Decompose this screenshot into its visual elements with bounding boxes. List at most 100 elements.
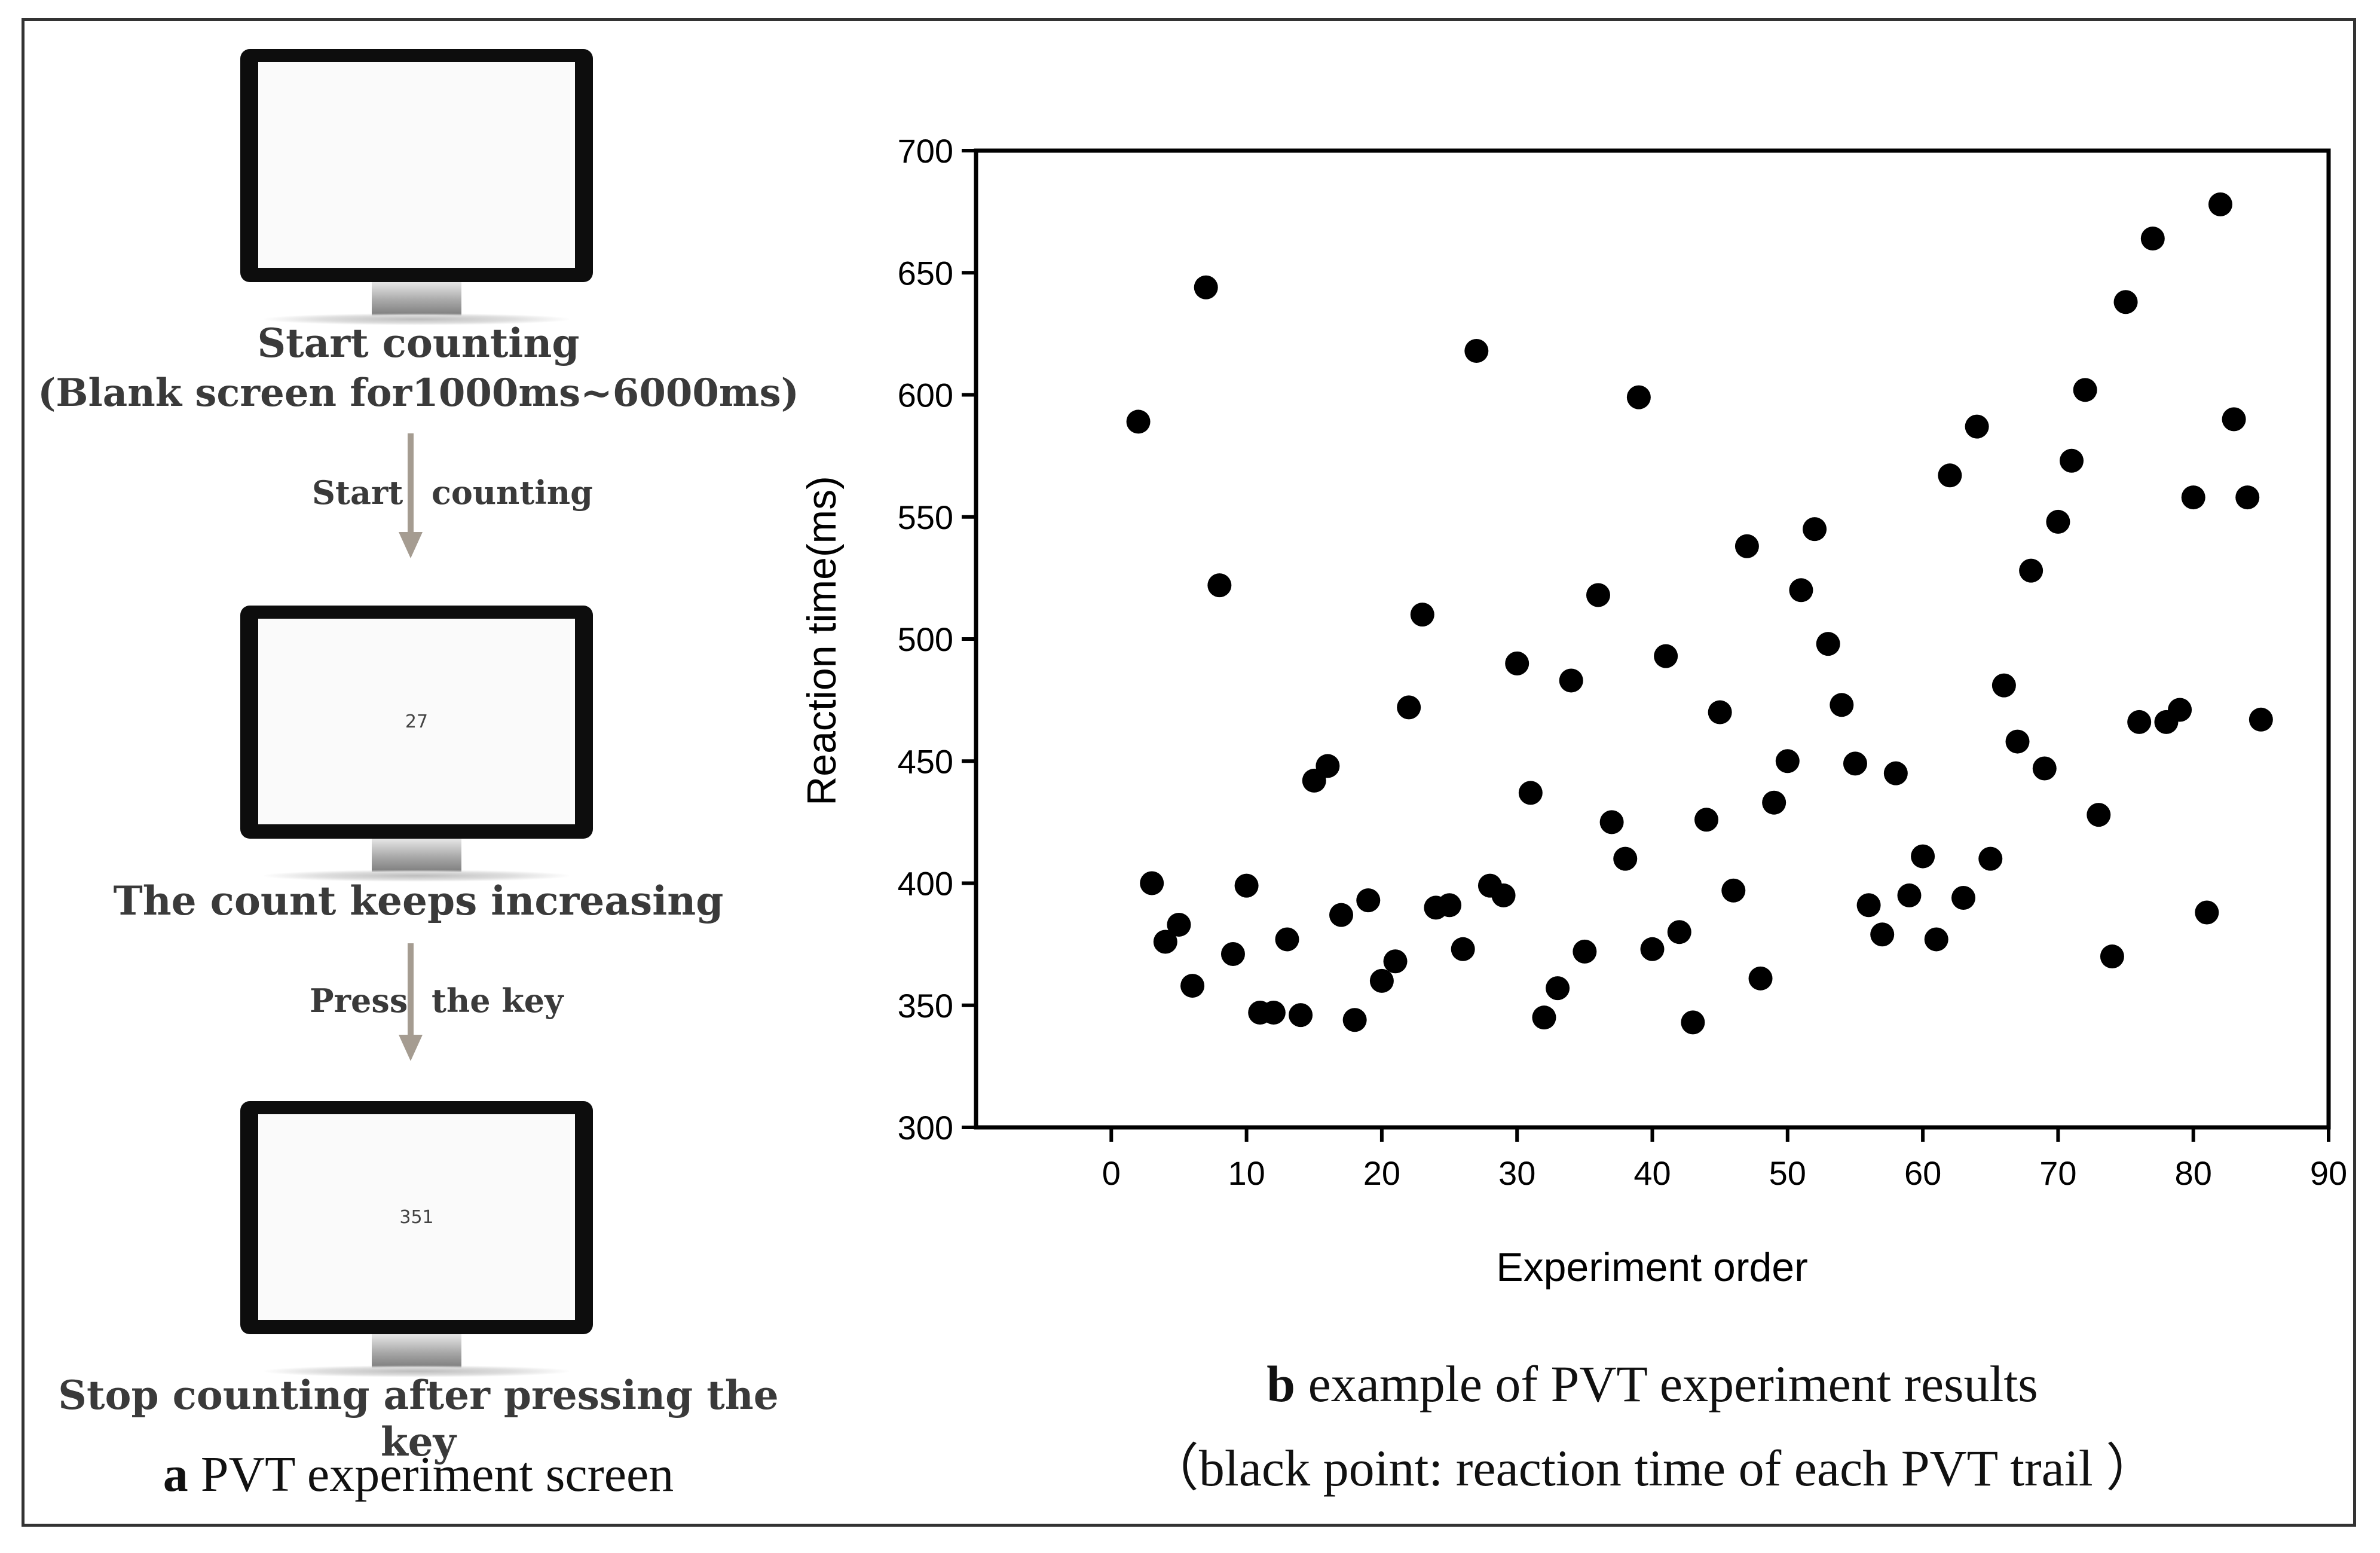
y-axis: 300 350 400 450 500 550 600 650 700 <box>898 132 976 1147</box>
data-point <box>2140 227 2165 251</box>
data-point <box>1734 534 1759 558</box>
data-point <box>1167 912 1191 937</box>
arrow-1-label-left: Start <box>312 473 403 512</box>
data-point <box>1965 414 1989 439</box>
monitor-base <box>264 313 569 325</box>
data-point <box>1586 583 1610 607</box>
data-point <box>1275 927 1299 952</box>
data-point <box>1140 871 1164 895</box>
data-point <box>1180 974 1205 998</box>
data-point <box>1546 976 1570 1001</box>
data-point <box>1126 409 1151 434</box>
data-point <box>1261 1001 1286 1025</box>
data-point <box>1681 1010 1705 1035</box>
data-point <box>1397 695 1421 720</box>
data-point <box>1518 781 1543 805</box>
data-point <box>2046 509 2070 534</box>
monitor-stand <box>372 1334 461 1368</box>
arrow-2-head-icon <box>399 1035 423 1061</box>
y-tick-label: 400 <box>898 865 953 903</box>
monitor-stand <box>372 839 461 872</box>
data-point <box>1194 275 1218 299</box>
data-point <box>1153 930 1177 954</box>
data-point <box>1437 893 1462 918</box>
panel-b-letter: b <box>1267 1355 1296 1413</box>
y-tick-label: 600 <box>898 377 953 414</box>
data-point <box>2249 707 2273 732</box>
data-point <box>1342 1008 1367 1032</box>
x-tick-label: 90 <box>2310 1154 2347 1192</box>
arrow-2-shaft <box>408 943 414 1038</box>
data-point <box>2060 448 2084 473</box>
data-point <box>1694 808 1719 832</box>
data-point <box>2019 558 2044 583</box>
x-tick-label: 80 <box>2175 1154 2212 1192</box>
data-point <box>1775 749 1800 774</box>
arrow-1-head-icon <box>399 532 423 558</box>
panel-b-caption-text: example of PVT experiment results <box>1308 1355 2038 1413</box>
step3-label: Stop counting after pressing the key <box>58 1372 779 1465</box>
x-tick-label: 20 <box>1363 1154 1400 1192</box>
data-point <box>1316 754 1340 778</box>
y-tick-label: 500 <box>898 620 953 658</box>
x-tick-label: 50 <box>1769 1154 1806 1192</box>
data-point <box>1708 700 1732 724</box>
data-point <box>1667 920 1691 944</box>
data-point <box>1883 761 1908 785</box>
data-point <box>2087 803 2111 827</box>
data-point <box>1843 751 1867 776</box>
y-tick-label: 550 <box>898 499 953 536</box>
arrow-1-shaft <box>408 433 414 535</box>
data-point <box>1721 878 1746 903</box>
x-tick-label: 60 <box>1904 1154 1941 1192</box>
x-tick-label: 40 <box>1633 1154 1671 1192</box>
data-point <box>2222 407 2246 432</box>
data-points <box>1126 192 2273 1035</box>
data-point <box>1464 338 1489 363</box>
data-point <box>1762 790 1786 815</box>
data-point <box>1599 810 1624 834</box>
data-point <box>1451 937 1475 961</box>
data-point <box>1748 966 1773 991</box>
data-point <box>1383 949 1408 974</box>
x-tick-label: 70 <box>2039 1154 2076 1192</box>
y-tick-label: 350 <box>898 987 953 1025</box>
data-point <box>1640 937 1665 961</box>
figure-border <box>22 18 2356 1527</box>
x-tick-label: 30 <box>1498 1154 1535 1192</box>
data-point <box>1789 578 1813 603</box>
data-point <box>2181 485 2205 510</box>
data-point <box>1369 968 1394 993</box>
y-tick-label: 300 <box>898 1109 953 1147</box>
data-point <box>1803 517 1827 542</box>
monitor-stand <box>372 282 461 316</box>
data-point <box>2005 729 2030 754</box>
arrow-2-label-left: Press <box>310 982 408 1020</box>
x-tick-label: 0 <box>1102 1154 1121 1192</box>
y-tick-label: 450 <box>898 742 953 780</box>
monitor-base <box>264 1365 569 1377</box>
y-tick-label: 650 <box>898 254 953 292</box>
arrow-1-label-right: counting <box>432 473 593 512</box>
data-point <box>2195 900 2219 925</box>
data-point <box>2113 290 2138 314</box>
data-point <box>1532 1005 1556 1030</box>
data-point <box>1289 1003 1313 1028</box>
data-point <box>1911 844 1935 869</box>
data-point <box>1329 903 1354 927</box>
data-point <box>1856 893 1881 918</box>
panel-b-caption-line2: （black point: reaction time of each PVT … <box>1147 1439 2158 1497</box>
data-point <box>1626 385 1651 409</box>
data-point <box>1978 846 2003 871</box>
data-point <box>2073 378 2097 402</box>
x-tick-label: 10 <box>1228 1154 1265 1192</box>
panel-a-caption: a PVT experiment screen <box>24 1445 813 1503</box>
data-point <box>1356 888 1381 913</box>
y-tick-label: 700 <box>898 132 953 170</box>
data-point <box>2100 944 2124 969</box>
monitor-screen-count: 27 <box>258 619 575 824</box>
data-point <box>2032 756 2057 781</box>
data-point <box>1924 927 1948 952</box>
data-point <box>2168 698 2192 722</box>
